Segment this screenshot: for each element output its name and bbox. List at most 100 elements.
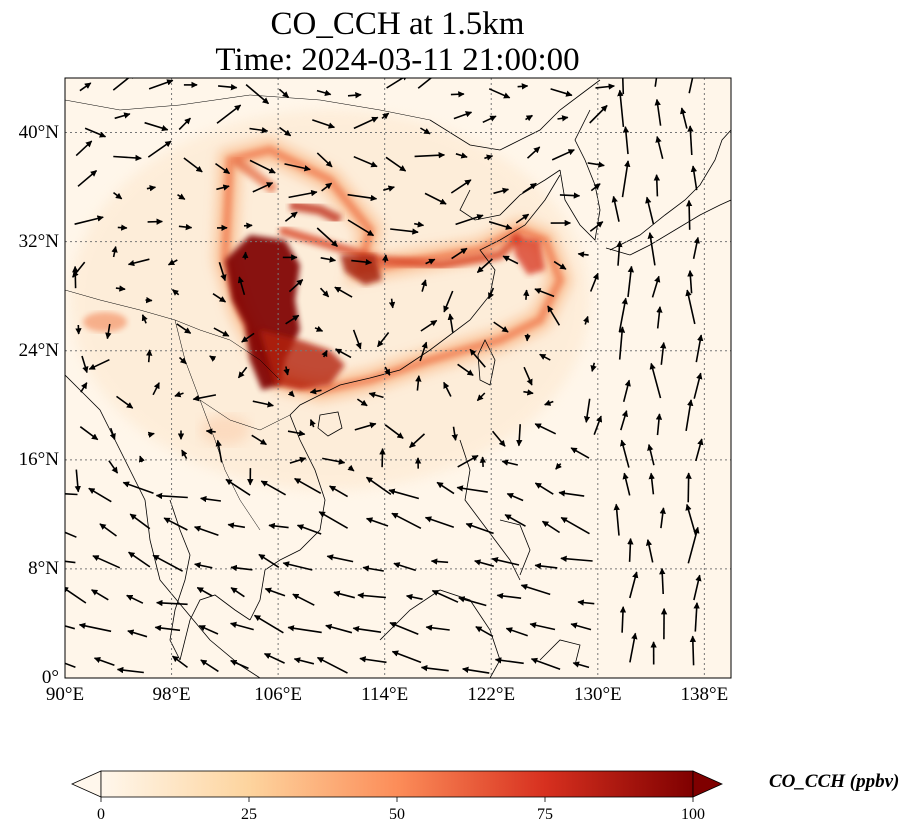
wind-arrow: [196, 586, 213, 597]
colorbar-label: CO_CCH (ppbv): [769, 771, 900, 792]
wind-arrow: [293, 657, 315, 665]
wind-arrow: [506, 492, 524, 502]
wind-arrow: [550, 88, 573, 97]
wind-arrow: [693, 574, 702, 601]
wind-arrow: [216, 184, 230, 191]
wind-arrow: [450, 179, 472, 194]
wind-arrow: [409, 433, 426, 449]
wind-arrow: [656, 306, 663, 329]
wind-arrow: [347, 193, 378, 202]
wind-arrow: [138, 455, 145, 463]
wind-arrow: [414, 221, 425, 228]
wind-arrow: [352, 625, 382, 633]
wind-arrow: [534, 562, 558, 570]
wind-arrow: [553, 260, 567, 270]
wind-arrow: [362, 565, 384, 572]
wind-arrow: [520, 583, 551, 596]
wind-arrow: [577, 251, 589, 258]
lon-tick-label: 90°E: [45, 684, 85, 705]
wind-arrow: [113, 154, 142, 162]
wind-arrow: [541, 520, 561, 534]
wind-arrow: [384, 366, 391, 376]
wind-arrow: [645, 196, 655, 225]
wind-arrow: [116, 395, 134, 409]
wind-arrow: [171, 655, 188, 669]
wind-arrow: [65, 625, 76, 630]
wind-arrow: [154, 624, 181, 632]
lat-tick-label: 24°N: [18, 339, 59, 361]
wind-arrow: [692, 236, 700, 259]
wind-arrow: [237, 366, 248, 379]
wind-arrow: [496, 592, 522, 600]
wind-arrow: [278, 88, 290, 98]
wind-arrow: [383, 185, 395, 192]
wind-arrow: [264, 587, 286, 597]
wind-arrow: [525, 114, 533, 122]
wind-arrow: [420, 279, 428, 292]
wind-arrow: [482, 115, 497, 124]
wind-arrow: [215, 439, 223, 463]
wind-arrow: [491, 430, 506, 447]
wind-arrow: [309, 419, 316, 428]
wind-arrow: [318, 511, 349, 529]
wind-arrow: [685, 199, 693, 230]
coastlines: [65, 79, 731, 678]
wind-arrow: [458, 596, 487, 607]
wind-arrow: [425, 624, 450, 631]
wind-arrow: [685, 399, 694, 432]
wind-arrow: [325, 623, 353, 634]
wind-arrow: [484, 154, 494, 161]
wind-arrow: [419, 127, 431, 135]
wind-arrow: [659, 567, 666, 595]
lon-tick-label: 106°E: [254, 684, 302, 705]
wind-arrow: [447, 313, 454, 333]
wind-arrow: [425, 258, 436, 265]
wind-arrow: [200, 659, 219, 673]
wind-arrow: [654, 78, 658, 87]
wind-arrow: [268, 522, 289, 530]
wind-arrow: [685, 289, 696, 325]
wind-arrow: [353, 155, 378, 168]
wind-arrow: [455, 152, 468, 159]
wind-arrow: [79, 426, 99, 441]
wind-arrow: [577, 599, 595, 606]
wind-arrow: [689, 635, 697, 666]
colorbar-tick-label: 100: [681, 806, 705, 823]
wind-arrow: [651, 275, 661, 298]
wind-arrow: [551, 149, 575, 161]
wind-arrow: [117, 224, 128, 231]
wind-arrow: [192, 394, 217, 402]
wind-arrow: [218, 83, 238, 91]
wind-arrow: [385, 156, 407, 172]
wind-arrow: [687, 526, 700, 564]
wind-arrow: [127, 629, 148, 638]
wind-arrow: [285, 314, 300, 325]
wind-arrow: [91, 589, 109, 601]
wind-arrow: [560, 555, 593, 562]
wind-arrow: [384, 424, 404, 439]
wind-arrow: [621, 160, 631, 198]
wind-arrow: [589, 272, 599, 292]
wind-arrow: [504, 514, 526, 527]
lat-tick-label: 0°: [41, 667, 59, 688]
lat-tick-label: 8°N: [28, 557, 59, 579]
wind-arrow: [587, 161, 605, 168]
wind-arrow: [249, 127, 269, 134]
wind-arrow: [152, 382, 160, 396]
wind-arrow: [329, 485, 349, 498]
wind-arrow: [213, 327, 230, 337]
wind-arrow: [420, 664, 449, 672]
wind-arrow: [225, 478, 251, 496]
wind-arrow: [116, 666, 144, 674]
wind-arrow: [288, 189, 318, 199]
wind-arrow: [181, 449, 188, 459]
wind-arrow: [622, 472, 631, 496]
wind-arrow: [493, 187, 510, 195]
wind-arrow: [279, 126, 292, 137]
wind-arrow: [296, 524, 322, 535]
wind-arrow: [215, 162, 231, 175]
wind-arrow: [129, 513, 151, 530]
wind-arrow: [376, 332, 390, 348]
wind-arrow: [249, 159, 276, 174]
wind-arrow: [193, 525, 219, 536]
